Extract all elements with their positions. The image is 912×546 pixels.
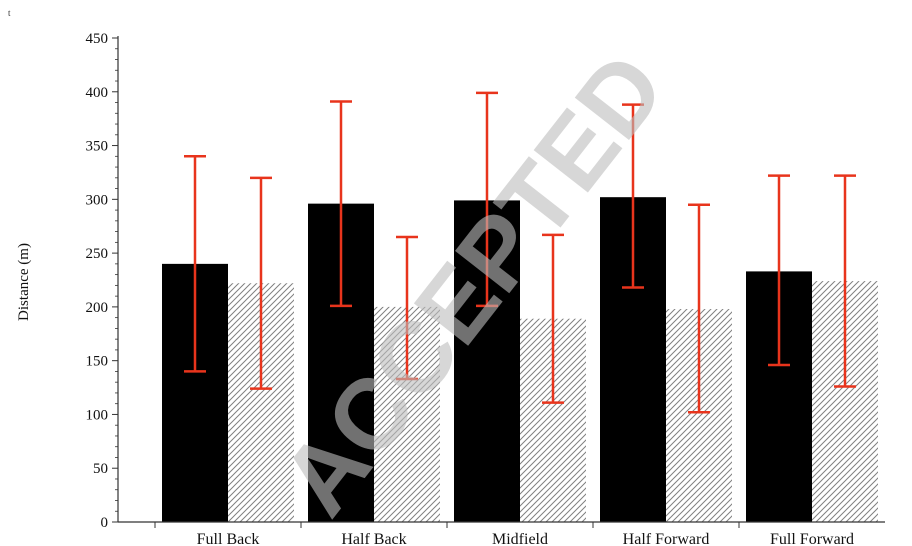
y-tick-label-100: 100 bbox=[86, 407, 109, 423]
error-bar-solid-half-forward bbox=[622, 103, 644, 289]
x-tick-label-full-back: Full Back bbox=[197, 531, 260, 546]
x-tick-label-half-back: Half Back bbox=[341, 531, 406, 546]
y-tick-label-250: 250 bbox=[86, 246, 109, 262]
y-tick-label-50: 50 bbox=[93, 461, 108, 477]
error-bar-hatched-half-back bbox=[396, 235, 418, 381]
y-tick-label-0: 0 bbox=[101, 515, 109, 531]
error-bars-layer bbox=[184, 91, 856, 414]
error-bar-hatched-full-forward bbox=[834, 174, 856, 388]
error-bar-solid-full-back bbox=[184, 155, 206, 373]
error-bar-solid-half-back bbox=[330, 100, 352, 308]
error-bar-solid-full-forward bbox=[768, 174, 790, 367]
error-bar-hatched-full-back bbox=[250, 176, 272, 390]
stray-mark: t bbox=[8, 8, 11, 18]
y-tick-label-200: 200 bbox=[86, 300, 109, 316]
error-bar-hatched-midfield bbox=[542, 233, 564, 404]
bars-layer bbox=[162, 197, 878, 523]
y-tick-label-400: 400 bbox=[86, 85, 109, 101]
error-bar-solid-midfield bbox=[476, 91, 498, 308]
x-tick-label-midfield: Midfield bbox=[492, 531, 548, 546]
y-axis-title: Distance (m) bbox=[16, 243, 32, 321]
y-tick-label-150: 150 bbox=[86, 354, 109, 370]
error-bar-hatched-half-forward bbox=[688, 203, 710, 414]
y-tick-label-350: 350 bbox=[86, 139, 109, 155]
x-tick-label-full-forward: Full Forward bbox=[770, 531, 854, 546]
axes-layer: Full Back Half Back Midfield Half Forward Fu… bbox=[86, 31, 885, 546]
x-tick-label-half-forward: Half Forward bbox=[623, 531, 710, 546]
y-tick-label-450: 450 bbox=[86, 31, 109, 47]
y-tick-label-300: 300 bbox=[86, 192, 109, 208]
